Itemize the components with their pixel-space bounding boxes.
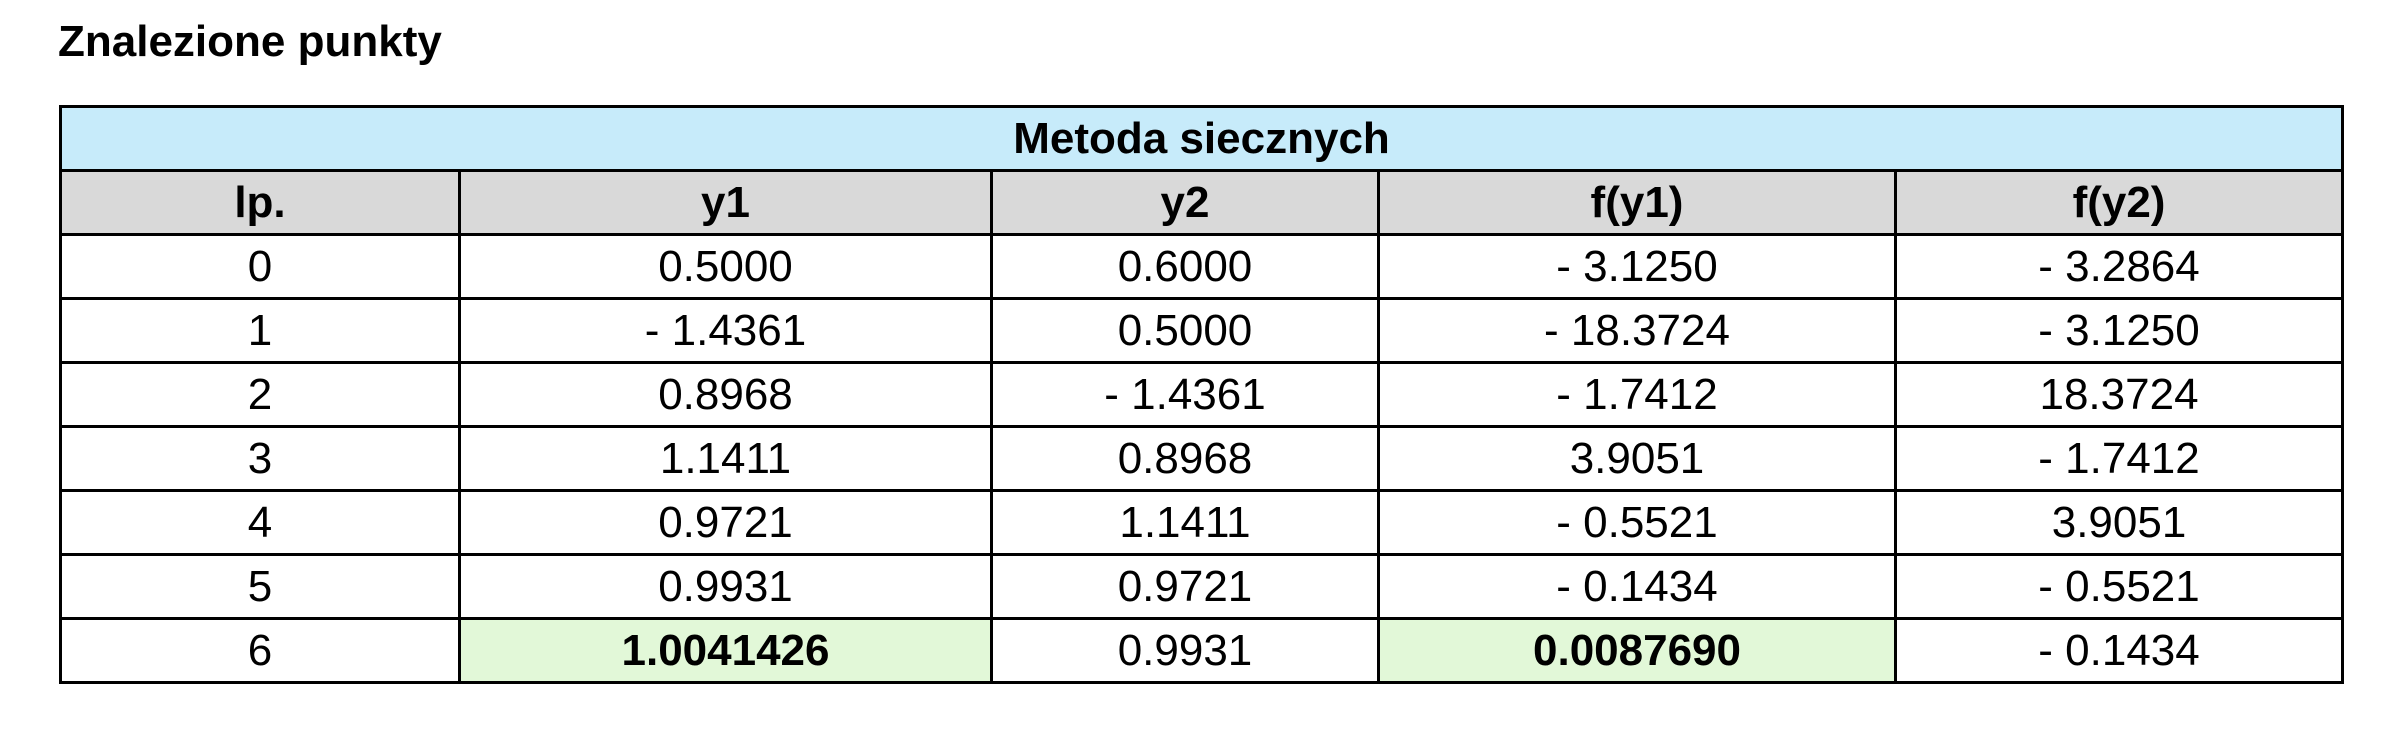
cell-f-y2: - 3.1250 (1893, 297, 2345, 364)
column-header-y2: y2 (990, 169, 1380, 236)
table-header-row: lp. y1 y2 f(y1) f(y2) (59, 169, 2345, 236)
cell-y2: 0.9721 (990, 553, 1380, 620)
column-header-y1: y1 (458, 169, 993, 236)
column-header-lp: lp. (59, 169, 461, 236)
cell-f-y1-result: 0.0087690 (1377, 617, 1897, 684)
cell-lp: 2 (59, 361, 461, 428)
cell-lp: 4 (59, 489, 461, 556)
cell-f-y2: 3.9051 (1893, 489, 2345, 556)
table-row: 2 0.8968 - 1.4361 - 1.7412 18.3724 (59, 361, 2345, 428)
table-row: 5 0.9931 0.9721 - 0.1434 - 0.5521 (59, 553, 2345, 620)
cell-y2: 0.8968 (990, 425, 1380, 492)
cell-f-y1: 3.9051 (1377, 425, 1897, 492)
table-row: 0 0.5000 0.6000 - 3.1250 - 3.2864 (59, 233, 2345, 300)
cell-f-y1: - 3.1250 (1377, 233, 1897, 300)
cell-y1: 0.8968 (458, 361, 993, 428)
table-title: Metoda siecznych (58, 105, 2345, 172)
cell-y2: 1.1411 (990, 489, 1380, 556)
cell-y2: 0.9931 (990, 617, 1380, 684)
cell-lp: 5 (59, 553, 461, 620)
cell-y2: 0.5000 (990, 297, 1380, 364)
table-row: 4 0.9721 1.1411 - 0.5521 3.9051 (59, 489, 2345, 556)
cell-y1: - 1.4361 (458, 297, 993, 364)
cell-y1: 0.9721 (458, 489, 993, 556)
page-title: Znalezione punkty (58, 17, 442, 66)
cell-y1: 1.1411 (458, 425, 993, 492)
table-title-row: Metoda siecznych (58, 105, 2345, 172)
secant-method-table: Metoda siecznych lp. y1 y2 f(y1) f(y2) 0… (58, 105, 2345, 684)
cell-f-y2: - 3.2864 (1893, 233, 2345, 300)
cell-f-y2: - 0.5521 (1893, 553, 2345, 620)
cell-y1: 0.9931 (458, 553, 993, 620)
cell-f-y2: - 0.1434 (1893, 617, 2345, 684)
table-row-result: 6 1.0041426 0.9931 0.0087690 - 0.1434 (59, 617, 2345, 684)
cell-lp: 6 (59, 617, 461, 684)
cell-f-y1: - 1.7412 (1377, 361, 1897, 428)
cell-lp: 3 (59, 425, 461, 492)
cell-y1-result: 1.0041426 (458, 617, 993, 684)
table-row: 1 - 1.4361 0.5000 - 18.3724 - 3.1250 (59, 297, 2345, 364)
cell-f-y1: - 18.3724 (1377, 297, 1897, 364)
cell-f-y1: - 0.1434 (1377, 553, 1897, 620)
table-row: 3 1.1411 0.8968 3.9051 - 1.7412 (59, 425, 2345, 492)
column-header-f-y2: f(y2) (1893, 169, 2345, 236)
cell-y1: 0.5000 (458, 233, 993, 300)
cell-f-y2: 18.3724 (1893, 361, 2345, 428)
cell-y2: 0.6000 (990, 233, 1380, 300)
cell-f-y1: - 0.5521 (1377, 489, 1897, 556)
cell-f-y2: - 1.7412 (1893, 425, 2345, 492)
column-header-f-y1: f(y1) (1377, 169, 1897, 236)
cell-lp: 1 (59, 297, 461, 364)
cell-y2: - 1.4361 (990, 361, 1380, 428)
cell-lp: 0 (59, 233, 461, 300)
